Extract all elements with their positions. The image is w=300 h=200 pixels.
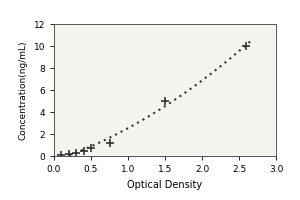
X-axis label: Optical Density: Optical Density [128,180,202,190]
Y-axis label: Concentration(ng/mL): Concentration(ng/mL) [19,40,28,140]
